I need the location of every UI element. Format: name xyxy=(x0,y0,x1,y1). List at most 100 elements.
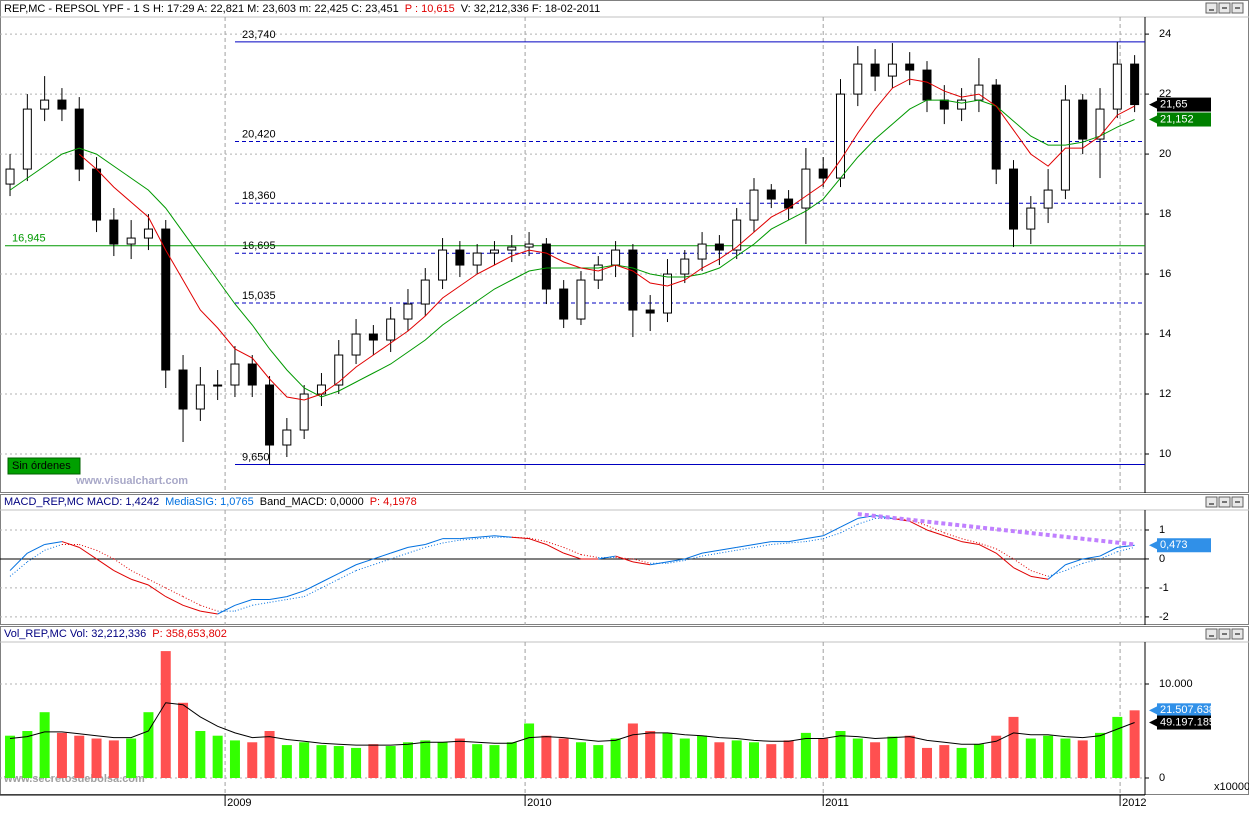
signal-segment xyxy=(978,542,997,550)
candle-body xyxy=(766,189,776,200)
macd-segment xyxy=(407,543,426,548)
signal-segment xyxy=(563,546,582,556)
macd-segment xyxy=(702,549,720,554)
macd-segment xyxy=(303,581,322,592)
macd-segment xyxy=(978,544,997,554)
volume-bar xyxy=(437,742,448,778)
y-tick-label: 18 xyxy=(1159,208,1171,220)
volume-bar xyxy=(524,723,535,778)
candle-body xyxy=(870,63,880,77)
candle-body xyxy=(1130,63,1140,106)
volume-bar xyxy=(1060,738,1071,778)
candle-body xyxy=(213,384,223,387)
candle-body xyxy=(628,249,638,311)
unit-label: x10000 xyxy=(1214,781,1249,793)
volume-bar xyxy=(454,738,465,778)
readout-box xyxy=(1157,112,1211,127)
candle-body xyxy=(611,249,621,266)
macd-segment xyxy=(632,561,651,566)
macd-segment xyxy=(822,526,841,537)
candle-body xyxy=(438,249,448,281)
signal-segment xyxy=(165,587,184,598)
volume-bar xyxy=(593,745,604,778)
candle-body xyxy=(974,84,984,101)
volume-bar xyxy=(541,735,552,778)
volume-bar xyxy=(1095,732,1106,778)
volume-bar xyxy=(143,712,154,778)
macd-segment xyxy=(9,552,28,571)
candle-body xyxy=(507,246,517,251)
readout-pointer xyxy=(1149,541,1157,550)
y-tick-label: 16 xyxy=(1159,268,1171,280)
candle-body xyxy=(1026,207,1036,230)
candle-body xyxy=(22,108,32,170)
volume-bar xyxy=(178,702,189,778)
window-button[interactable] xyxy=(1205,2,1218,14)
panel-header: Vol_REP,MC Vol: 32,212,336 P: 358,653,802 xyxy=(4,628,227,640)
signal-segment xyxy=(96,549,115,560)
macd-segment xyxy=(130,578,149,586)
x-tick-label: 2010 xyxy=(527,797,551,809)
window-button[interactable] xyxy=(1205,496,1218,508)
signal-segment xyxy=(1099,551,1118,560)
signal-segment xyxy=(926,525,945,534)
price-level-label: 23,740 xyxy=(242,29,276,41)
macd-segment xyxy=(494,535,512,538)
macd-segment xyxy=(1099,546,1118,557)
candle-body xyxy=(161,228,171,371)
readout-box xyxy=(1157,97,1211,112)
watermark: www.visualchart.com xyxy=(75,475,188,487)
window-button[interactable] xyxy=(1205,628,1218,640)
readout-label: 21.507.638 xyxy=(1160,704,1215,716)
volume-bar xyxy=(1129,710,1140,778)
candle-body xyxy=(351,333,361,356)
y-tick-label: 0 xyxy=(1159,553,1165,565)
candle-body xyxy=(1112,63,1122,110)
macd-segment xyxy=(182,604,201,612)
candle-body xyxy=(368,333,378,341)
candle-body xyxy=(576,279,586,320)
signal-segment xyxy=(148,578,166,589)
candle-body xyxy=(680,258,690,275)
candle-body xyxy=(818,168,828,179)
candle-body xyxy=(5,168,15,185)
volume-bar xyxy=(506,742,517,778)
macd-segment xyxy=(148,584,167,598)
volume-bar xyxy=(299,742,310,778)
y-tick-label: 22 xyxy=(1159,88,1171,100)
signal-segment xyxy=(546,541,564,548)
volume-bar xyxy=(489,745,500,778)
macd-segment xyxy=(1065,558,1083,566)
y-tick-label: 24 xyxy=(1159,28,1171,40)
candle-body xyxy=(386,318,396,341)
signal-segment xyxy=(857,517,876,525)
volume-bar xyxy=(627,723,638,778)
volume-bar xyxy=(818,738,829,778)
volume-bar xyxy=(74,735,85,778)
signal-segment xyxy=(944,532,962,540)
candle-body xyxy=(1043,189,1053,209)
volume-bar xyxy=(91,738,102,778)
candle-body xyxy=(195,384,205,410)
macd-segment xyxy=(926,529,945,537)
candle-body xyxy=(109,219,119,245)
candle-body xyxy=(265,384,275,446)
signal-segment xyxy=(44,543,63,551)
header-part: V: 32,212,336 F: 18-02-2011 xyxy=(461,3,600,15)
macd-segment xyxy=(373,552,391,560)
volume-bar xyxy=(939,745,950,778)
signal-segment xyxy=(1065,562,1083,572)
header-part: Band_MACD: 0,0000 xyxy=(260,496,364,508)
price-level-label: 18,360 xyxy=(242,190,276,202)
candle-body xyxy=(403,303,413,320)
x-tick-label: 2011 xyxy=(825,797,849,809)
header-part: MediaSIG: 1,0765 xyxy=(165,496,254,508)
readout-pointer xyxy=(1149,115,1157,124)
volume-bar xyxy=(697,735,708,778)
macd-segment xyxy=(217,604,236,615)
macd-segment xyxy=(719,546,737,551)
volume-bar xyxy=(766,744,777,778)
candle-body xyxy=(732,219,742,251)
volume-bar xyxy=(679,738,690,778)
volume-bar xyxy=(835,730,846,778)
